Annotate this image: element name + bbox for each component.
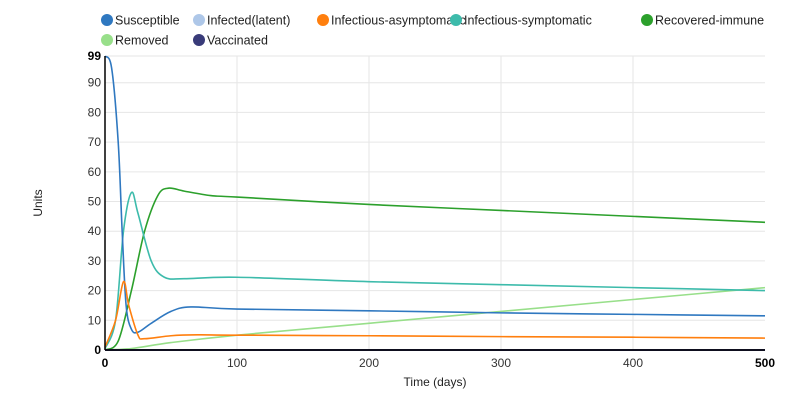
y-tick-label: 60 [88,165,102,179]
y-tick-label: 80 [88,105,102,119]
x-tick-label: 300 [491,356,511,370]
x-tick-label: 100 [227,356,247,370]
series-line-infectious-symptomatic [104,191,766,349]
legend-label: Susceptible [115,14,180,28]
x-tick-label: 0 [102,356,109,370]
legend-label: Infectious-symptomatic [464,14,592,28]
legend-swatch [193,34,205,46]
grid [105,55,765,350]
legend-item[interactable]: Infected(latent) [193,14,290,28]
legend-label: Removed [115,34,169,48]
series-line-susceptible [104,55,766,334]
y-tick-label: 0 [94,343,101,357]
y-tick-label: 40 [88,224,102,238]
legend-item[interactable]: Infectious-asymptomatic [317,14,466,28]
y-tick-label: 50 [88,195,102,209]
x-tick-label: 400 [623,356,643,370]
legend-swatch [101,14,113,26]
legend[interactable]: Susceptible Infected(latent) Infectious-as… [101,14,764,48]
series-line-recovered-immune [104,187,766,351]
legend-item[interactable]: Susceptible [101,14,180,28]
legend-swatch [641,14,653,26]
legend-swatch [101,34,113,46]
legend-item[interactable]: Removed [101,34,169,48]
legend-label: Vaccinated [207,34,268,48]
legend-swatch [317,14,329,26]
y-tick-label: 30 [88,254,102,268]
y-tick-label: 90 [88,76,102,90]
series-lines [104,55,766,352]
x-axis-label: Time (days) [404,375,467,389]
x-tick-label: 500 [755,356,775,370]
y-axis-label: Units [31,189,45,216]
legend-item[interactable]: Infectious-symptomatic [450,14,592,28]
legend-label: Infectious-asymptomatic [331,14,466,28]
legend-item[interactable]: Recovered-immune [641,14,764,28]
x-tick-label: 200 [359,356,379,370]
legend-swatch [193,14,205,26]
y-tick-label: 20 [88,284,102,298]
y-tick-label: 99 [88,49,102,63]
legend-swatch [450,14,462,26]
series-line-removed [104,286,766,351]
series-line-infectious-asymptomatic [104,280,766,348]
y-tick-label: 10 [88,313,102,327]
y-tick-label: 70 [88,135,102,149]
legend-label: Recovered-immune [655,14,764,28]
axes: 0 10 20 30 40 50 60 70 80 90 99 0 100 200 300 400 500 [88,49,776,370]
legend-label: Infected(latent) [207,14,290,28]
legend-item[interactable]: Vaccinated [193,34,268,48]
